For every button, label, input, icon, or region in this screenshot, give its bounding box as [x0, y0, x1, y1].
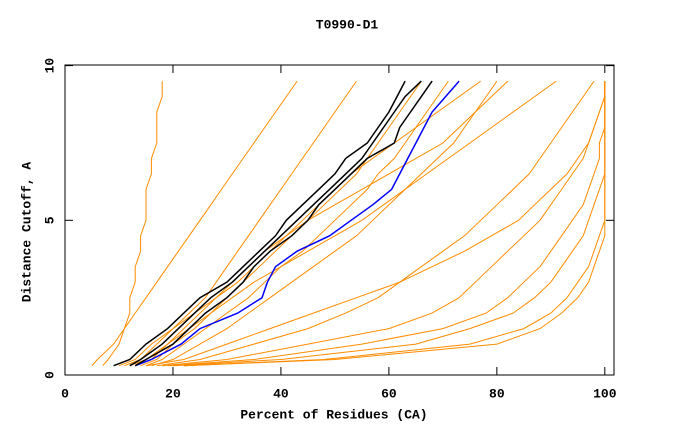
- series-line: [113, 80, 406, 367]
- x-tick-label: 0: [61, 386, 69, 401]
- chart-title: T0990-D1: [316, 17, 379, 32]
- series-line: [183, 81, 606, 367]
- x-tick-label: 80: [489, 386, 505, 401]
- y-tick-label: 5: [42, 216, 57, 224]
- series-line: [91, 80, 298, 367]
- series-line: [151, 80, 498, 367]
- x-tick-label: 60: [381, 386, 397, 401]
- series-line: [145, 80, 449, 367]
- series-line: [134, 80, 433, 367]
- x-tick-label: 40: [273, 386, 289, 401]
- y-tick-label: 10: [42, 58, 57, 74]
- y-axis-label: Distance Cutoff, A: [19, 162, 34, 303]
- x-tick-label: 100: [593, 386, 617, 401]
- series-line: [134, 80, 460, 367]
- series-line: [129, 80, 422, 367]
- series-line: [124, 80, 481, 367]
- x-axis-label: Percent of Residues (CA): [240, 407, 427, 422]
- series-line: [156, 80, 595, 367]
- series-line: [118, 80, 357, 367]
- series-line: [145, 81, 606, 367]
- series-line: [102, 81, 163, 367]
- y-tick-label: 0: [42, 371, 57, 379]
- series-line: [167, 81, 606, 367]
- series-line: [135, 80, 509, 367]
- x-tick-label: 20: [165, 386, 181, 401]
